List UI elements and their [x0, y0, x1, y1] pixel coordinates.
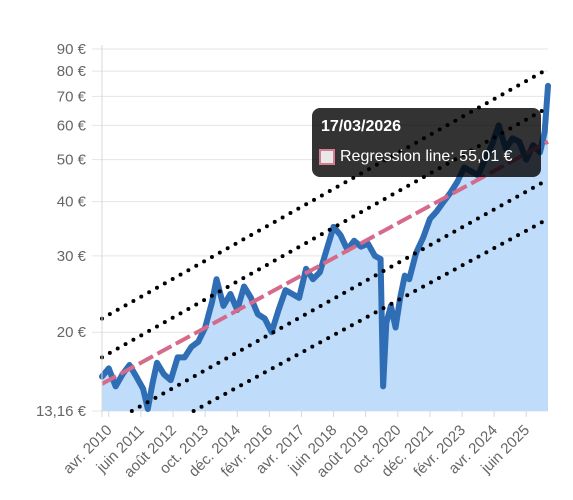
band-layer — [100, 66, 550, 413]
y-tick-label: 13,16 € — [36, 403, 87, 420]
line-layer — [101, 139, 549, 386]
price-area — [102, 85, 548, 412]
tooltip-title: 17/03/2026 — [321, 118, 402, 135]
y-tick-label: 40 € — [57, 194, 87, 211]
regression-line — [101, 139, 549, 386]
y-tick-label: 90 € — [57, 41, 87, 58]
y-tick-label: 20 € — [57, 324, 87, 341]
y-tick-label: 80 € — [57, 63, 87, 80]
y-axis: 90 € 80 € 70 € 60 € 50 € 40 € 30 € 20 € 13,16 € — [36, 41, 103, 420]
y-tick-label: 30 € — [57, 248, 87, 265]
band-line — [129, 177, 550, 413]
tooltip-swatch — [319, 149, 335, 165]
tooltip-row: Regression line: 55,01 € — [319, 148, 513, 166]
y-tick-label: 50 € — [57, 152, 87, 169]
tooltip-text: Regression line: 55,01 € — [340, 148, 513, 165]
y-tick-label: 70 € — [57, 88, 87, 105]
y-tick-label: 60 € — [57, 117, 87, 134]
tooltip: 17/03/2026 Regression line: 55,01 € — [312, 108, 541, 177]
